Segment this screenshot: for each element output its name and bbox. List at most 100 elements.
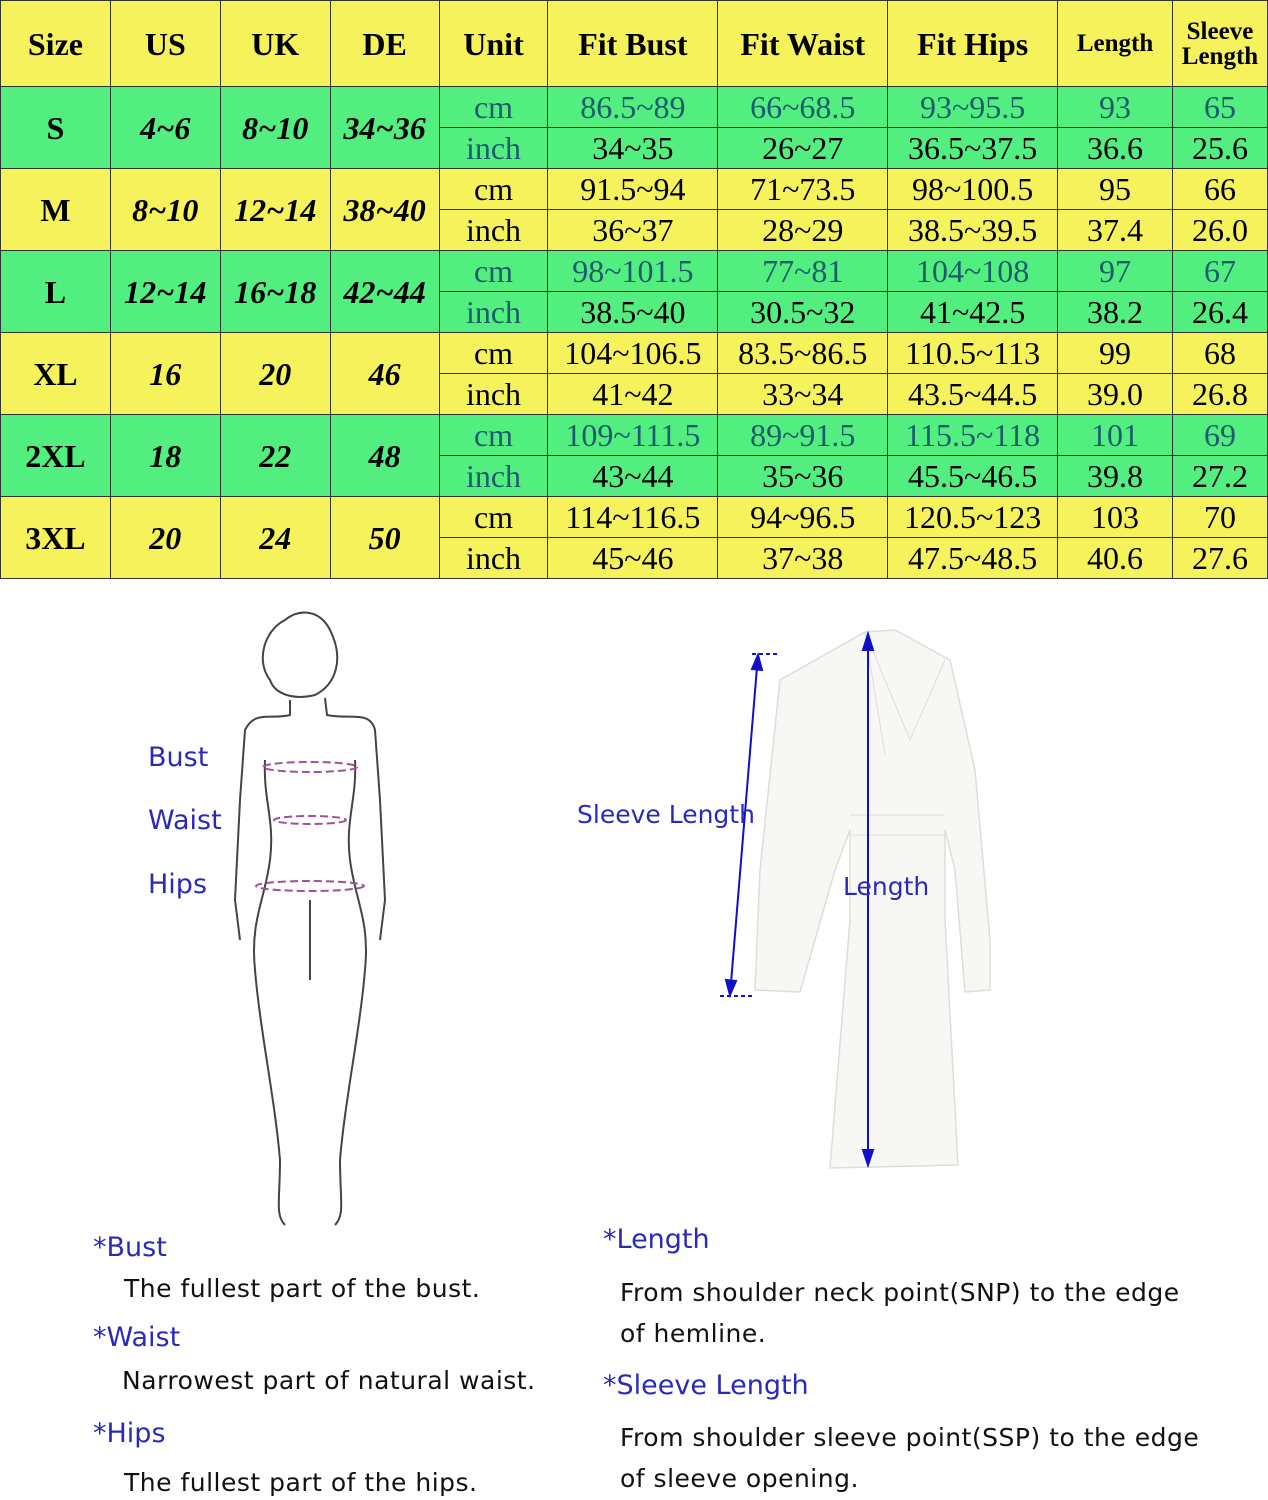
fit-bust-cell: 38.5~40 xyxy=(547,291,719,333)
fit-bust-cell: 104~106.5 xyxy=(547,332,719,374)
header-uk: UK xyxy=(219,0,331,87)
uk-size-cell: 12~14 xyxy=(219,168,331,251)
unit-cell: inch xyxy=(438,537,549,579)
unit-cell: cm xyxy=(438,250,549,292)
sleeve-length-cell: 27.2 xyxy=(1171,455,1268,497)
fit-waist-cell: 77~81 xyxy=(717,250,889,292)
size-cell: XL xyxy=(0,332,111,415)
length-cell: 93 xyxy=(1057,86,1173,128)
fit-waist-cell: 35~36 xyxy=(717,455,889,497)
header-length: Length xyxy=(1057,0,1173,87)
fit-hips-cell: 115.5~118 xyxy=(887,414,1059,456)
length-cell: 103 xyxy=(1057,496,1173,538)
unit-cell: inch xyxy=(438,373,549,415)
sleeve-length-cell: 67 xyxy=(1171,250,1268,292)
table-row-s-cm: S 4~6 8~10 34~36 cm 86.5~89 66~68.5 93~95.5 93 65 xyxy=(0,86,1268,169)
fit-hips-cell: 93~95.5 xyxy=(887,86,1059,128)
unit-cell: cm xyxy=(438,332,549,374)
fit-waist-cell: 94~96.5 xyxy=(717,496,889,538)
length-cell: 97 xyxy=(1057,250,1173,292)
table-row-2xl-inch: inch 43~44 35~36 45.5~46.5 39.8 27.2 xyxy=(1,455,1268,497)
size-cell: 3XL xyxy=(0,496,111,579)
de-size-cell: 38~40 xyxy=(329,168,440,251)
size-cell: 2XL xyxy=(0,414,111,497)
waist-label: Waist xyxy=(148,805,222,836)
uk-size-cell: 24 xyxy=(219,496,331,579)
sleeve-length-cell: 25.6 xyxy=(1171,127,1268,169)
fit-bust-cell: 36~37 xyxy=(547,209,719,251)
sleeve-note-text: From shoulder sleeve point(SSP) to the e… xyxy=(620,1423,1200,1493)
header-sleeve-length: Sleeve Length xyxy=(1171,0,1268,87)
sleeve-length-cell: 27.6 xyxy=(1171,537,1268,579)
fit-waist-cell: 30.5~32 xyxy=(717,291,889,333)
fit-hips-cell: 104~108 xyxy=(887,250,1059,292)
fit-waist-cell: 66~68.5 xyxy=(717,86,889,128)
fit-waist-cell: 37~38 xyxy=(717,537,889,579)
uk-size-cell: 20 xyxy=(219,332,331,415)
sleeve-length-cell: 26.0 xyxy=(1171,209,1268,251)
fit-hips-cell: 98~100.5 xyxy=(887,168,1059,210)
fit-hips-cell: 120.5~123 xyxy=(887,496,1059,538)
fit-hips-cell: 110.5~113 xyxy=(887,332,1059,374)
fit-waist-cell: 83.5~86.5 xyxy=(717,332,889,374)
sleeve-length-cell: 68 xyxy=(1171,332,1268,374)
fit-bust-cell: 114~116.5 xyxy=(547,496,719,538)
unit-cell: inch xyxy=(438,209,549,251)
us-size-cell: 4~6 xyxy=(109,86,221,169)
fit-hips-cell: 47.5~48.5 xyxy=(887,537,1059,579)
sleeve-length-cell: 26.8 xyxy=(1171,373,1268,415)
fit-bust-cell: 43~44 xyxy=(547,455,719,497)
table-row-2xl-cm: 2XL 18 22 48 cm 109~111.5 89~91.5 115.5~118 101 6… xyxy=(0,414,1268,497)
header-row: Size US UK DE Unit Fit Bust Fit Waist Fi… xyxy=(0,0,1268,87)
de-size-cell: 42~44 xyxy=(329,250,440,333)
hips-note-title: *Hips xyxy=(93,1418,166,1449)
length-note-title: *Length xyxy=(603,1224,710,1255)
size-cell: S xyxy=(0,86,111,169)
de-size-cell: 48 xyxy=(329,414,440,497)
hips-note-text: The fullest part of the hips. xyxy=(124,1468,478,1497)
table-row-3xl-cm: 3XL 20 24 50 cm 114~116.5 94~96.5 120.5~123 103 7… xyxy=(0,496,1268,579)
fit-waist-cell: 89~91.5 xyxy=(717,414,889,456)
fit-waist-cell: 28~29 xyxy=(717,209,889,251)
header-fit-hips: Fit Hips xyxy=(887,0,1059,87)
length-cell: 101 xyxy=(1057,414,1173,456)
fit-bust-cell: 34~35 xyxy=(547,127,719,169)
table-row-s-inch: inch 34~35 26~27 36.5~37.5 36.6 25.6 xyxy=(1,127,1268,169)
unit-cell: inch xyxy=(438,127,549,169)
header-us: US xyxy=(109,0,221,87)
length-cell: 37.4 xyxy=(1057,209,1173,251)
table-row-l-cm: L 12~14 16~18 42~44 cm 98~101.5 77~81 104~108 97… xyxy=(0,250,1268,333)
size-cell: L xyxy=(0,250,111,333)
bust-note-text: The fullest part of the bust. xyxy=(124,1274,481,1303)
sleeve-note-title: *Sleeve Length xyxy=(603,1370,809,1401)
fit-hips-cell: 45.5~46.5 xyxy=(887,455,1059,497)
unit-cell: cm xyxy=(438,414,549,456)
fit-waist-cell: 26~27 xyxy=(717,127,889,169)
de-size-cell: 46 xyxy=(329,332,440,415)
sleeve-length-cell: 66 xyxy=(1171,168,1268,210)
length-label: Length xyxy=(843,872,930,901)
fit-bust-cell: 98~101.5 xyxy=(547,250,719,292)
unit-cell: cm xyxy=(438,168,549,210)
waist-note-title: *Waist xyxy=(93,1322,181,1353)
length-cell: 99 xyxy=(1057,332,1173,374)
header-fit-bust: Fit Bust xyxy=(547,0,719,87)
length-cell: 38.2 xyxy=(1057,291,1173,333)
fit-bust-cell: 86.5~89 xyxy=(547,86,719,128)
de-size-cell: 34~36 xyxy=(329,86,440,169)
fit-hips-cell: 43.5~44.5 xyxy=(887,373,1059,415)
fit-hips-cell: 41~42.5 xyxy=(887,291,1059,333)
us-size-cell: 20 xyxy=(109,496,221,579)
fit-bust-cell: 91.5~94 xyxy=(547,168,719,210)
hips-label: Hips xyxy=(148,869,208,900)
sleeve-length-cell: 69 xyxy=(1171,414,1268,456)
fit-hips-cell: 36.5~37.5 xyxy=(887,127,1059,169)
de-size-cell: 50 xyxy=(329,496,440,579)
table-row-xl-inch: inch 41~42 33~34 43.5~44.5 39.0 26.8 xyxy=(1,373,1268,415)
unit-cell: cm xyxy=(438,86,549,128)
unit-cell: inch xyxy=(438,455,549,497)
uk-size-cell: 22 xyxy=(219,414,331,497)
sleeve-length-label: Sleeve Length xyxy=(577,800,755,829)
header-fit-waist: Fit Waist xyxy=(717,0,889,87)
body-figure-illustration xyxy=(233,611,387,1226)
